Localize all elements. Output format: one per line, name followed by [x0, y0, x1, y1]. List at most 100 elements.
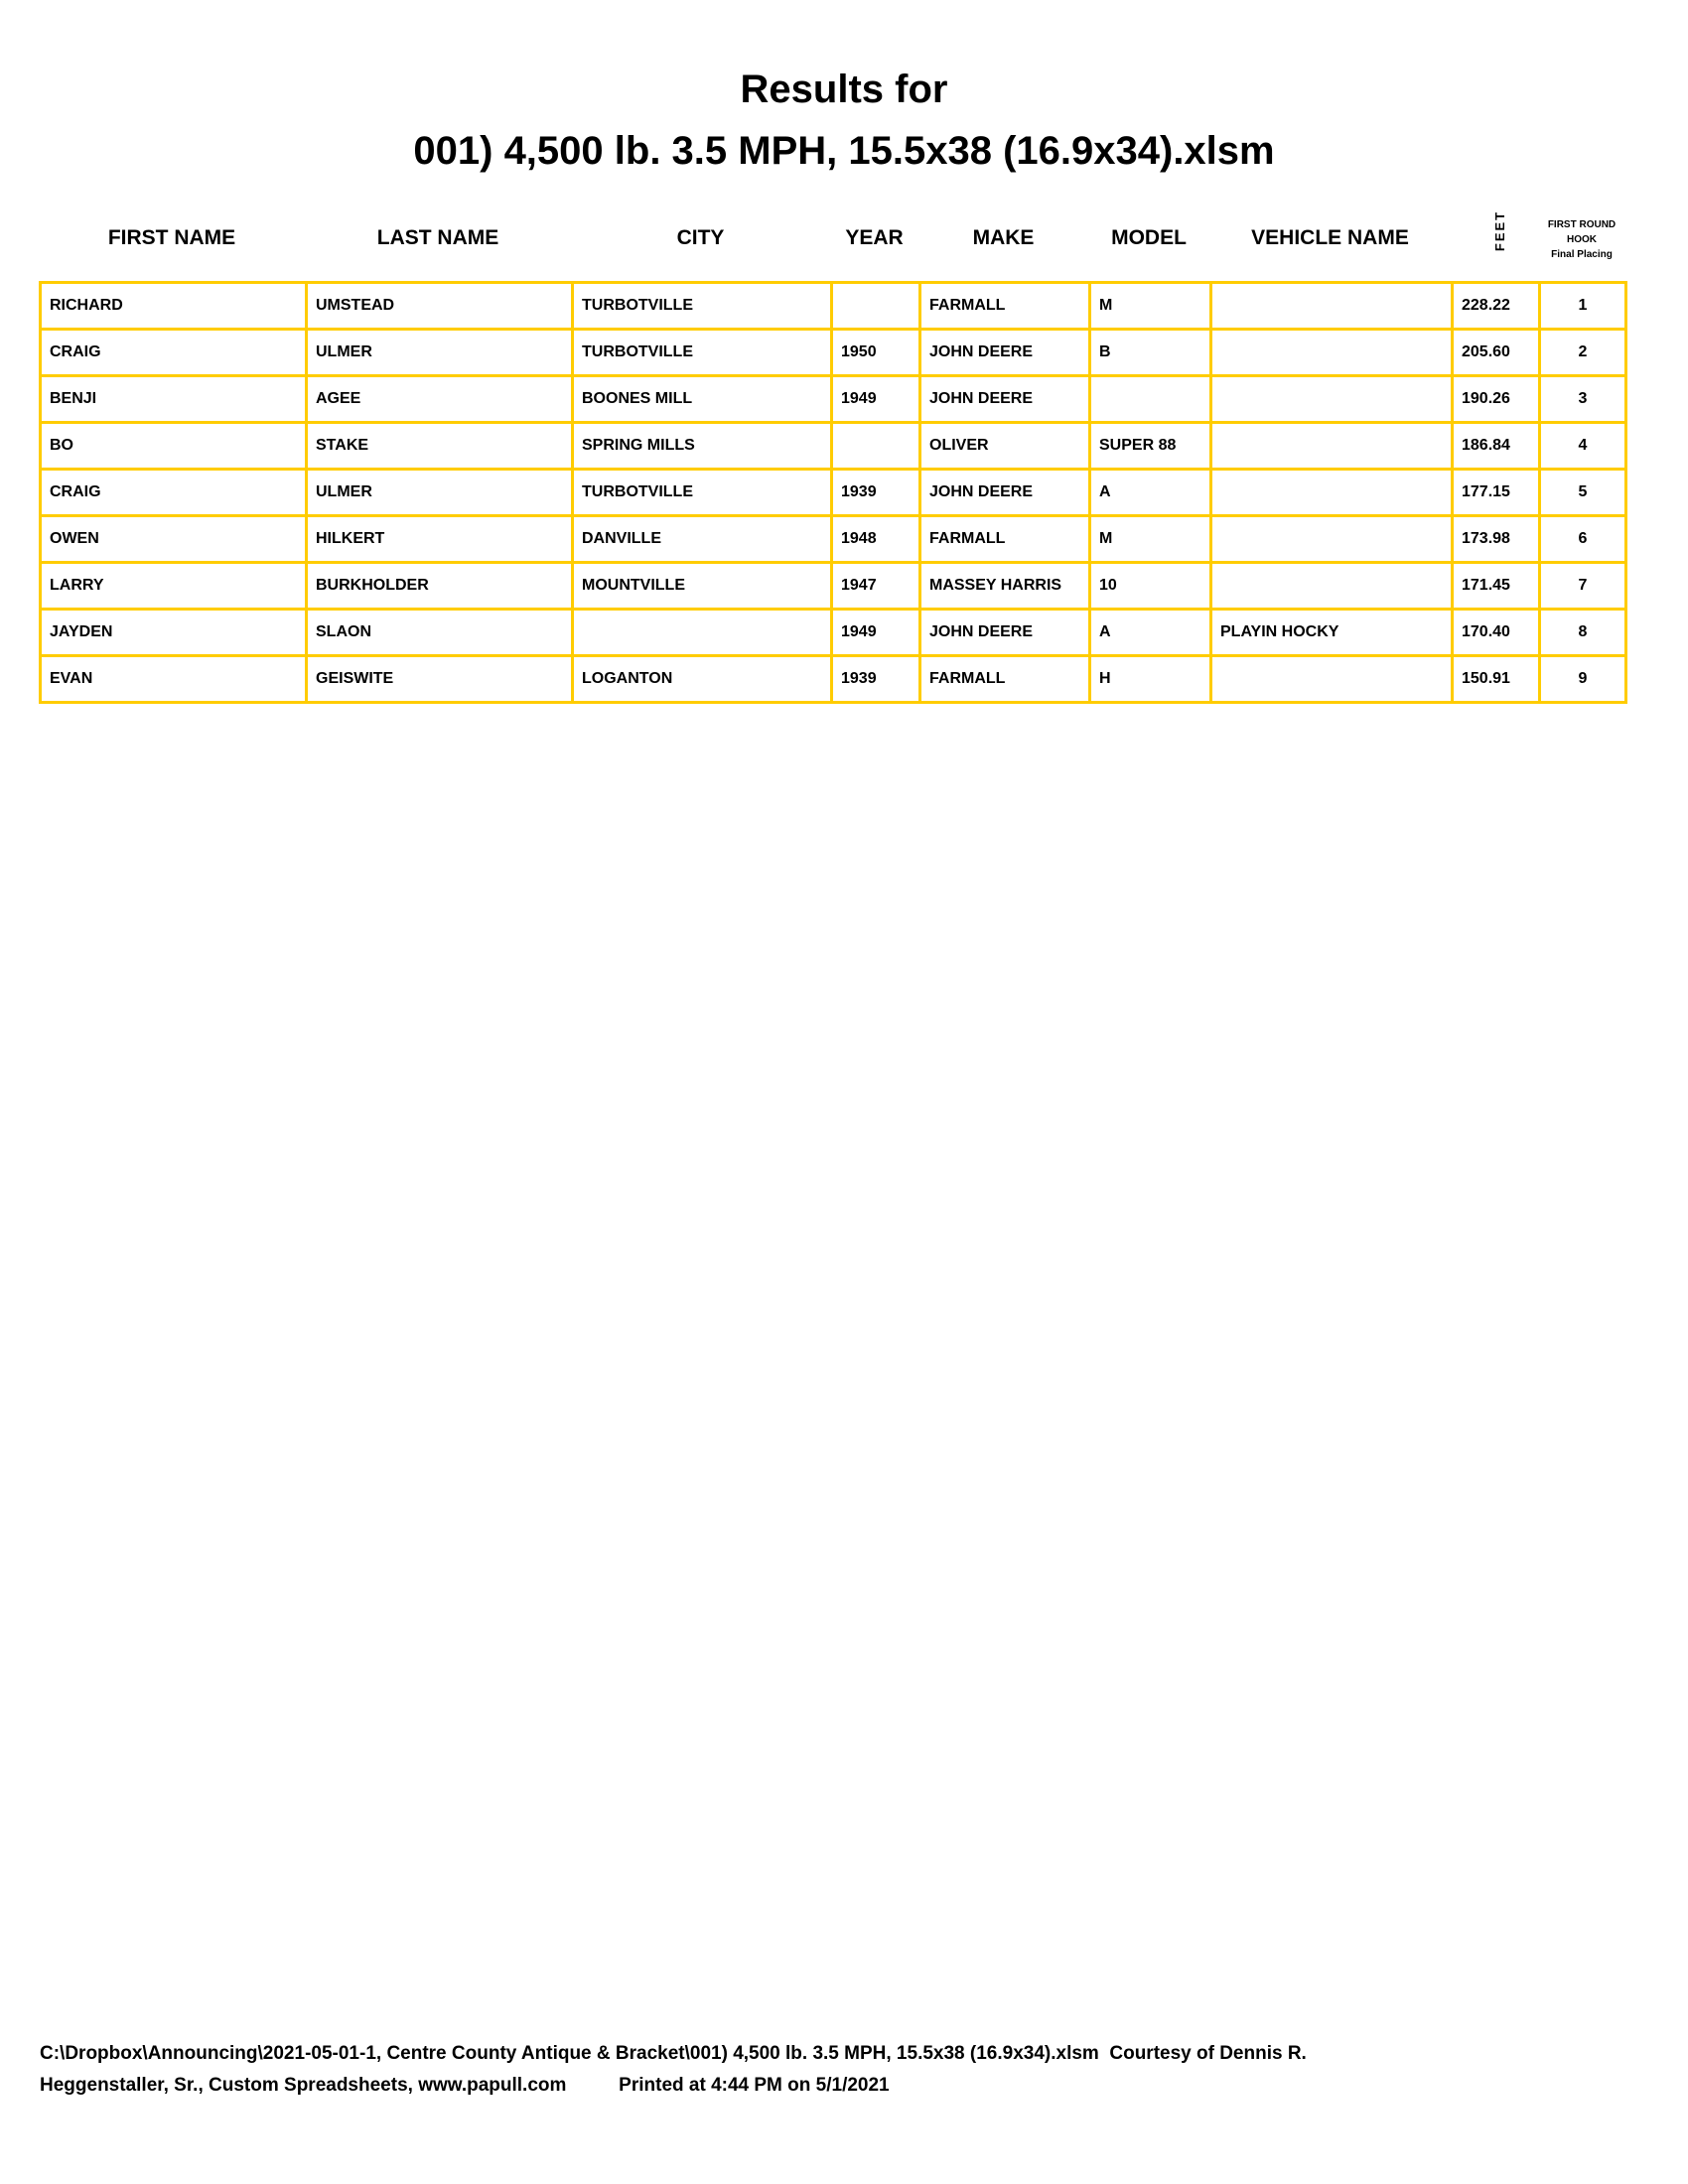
cell-make: JOHN DEERE [918, 468, 1091, 517]
cell-make: FARMALL [918, 514, 1091, 564]
cell-vehicle-name [1209, 654, 1454, 704]
cell-year: 1948 [830, 514, 921, 564]
cell-placing: 8 [1538, 608, 1627, 657]
footer-line-1: C:\Dropbox\Announcing\2021-05-01-1, Cent… [40, 2043, 1307, 2064]
cell-year: 1939 [830, 654, 921, 704]
table-row: JAYDEN SLAON 1949 JOHN DEERE A PLAYIN HOCKY 17… [39, 608, 1627, 657]
table-row: RICHARD UMSTEAD TURBOTVILLE FARMALL M 228.22 1 [39, 281, 1627, 331]
cell-model: M [1088, 281, 1212, 331]
cell-city: LOGANTON [571, 654, 833, 704]
cell-first-name: BO [39, 421, 308, 471]
cell-feet: 228.22 [1451, 281, 1541, 331]
cell-year: 1949 [830, 608, 921, 657]
header-year: YEAR [845, 226, 904, 249]
header-feet: FEET [1492, 209, 1508, 252]
cell-last-name: AGEE [305, 374, 574, 424]
cell-vehicle-name: PLAYIN HOCKY [1209, 608, 1454, 657]
cell-last-name: HILKERT [305, 514, 574, 564]
cell-placing: 2 [1538, 328, 1627, 377]
cell-make: FARMALL [918, 654, 1091, 704]
header-first-round-line3: Final Placing [1551, 249, 1613, 260]
cell-feet: 205.60 [1451, 328, 1541, 377]
cell-make: MASSEY HARRIS [918, 561, 1091, 611]
header-first-round: FIRST ROUND HOOK Final Placing [1541, 217, 1622, 262]
header-city: CITY [676, 226, 725, 249]
cell-first-name: LARRY [39, 561, 308, 611]
cell-last-name: ULMER [305, 468, 574, 517]
cell-vehicle-name [1209, 374, 1454, 424]
cell-placing: 6 [1538, 514, 1627, 564]
cell-city: TURBOTVILLE [571, 468, 833, 517]
header-first-round-line2: HOOK [1567, 234, 1597, 245]
cell-first-name: JAYDEN [39, 608, 308, 657]
cell-model: A [1088, 468, 1212, 517]
cell-year: 1939 [830, 468, 921, 517]
cell-city: TURBOTVILLE [571, 281, 833, 331]
cell-model: M [1088, 514, 1212, 564]
cell-feet: 177.15 [1451, 468, 1541, 517]
cell-feet: 186.84 [1451, 421, 1541, 471]
cell-model: A [1088, 608, 1212, 657]
cell-model: B [1088, 328, 1212, 377]
table-row: EVAN GEISWITE LOGANTON 1939 FARMALL H 150.91 9 [39, 654, 1627, 704]
cell-city: DANVILLE [571, 514, 833, 564]
cell-make: OLIVER [918, 421, 1091, 471]
header-first-round-line1: FIRST ROUND [1547, 219, 1617, 230]
cell-year [830, 421, 921, 471]
cell-first-name: CRAIG [39, 468, 308, 517]
title-line-1: Results for [740, 68, 948, 111]
cell-placing: 9 [1538, 654, 1627, 704]
cell-first-name: EVAN [39, 654, 308, 704]
cell-last-name: STAKE [305, 421, 574, 471]
cell-last-name: UMSTEAD [305, 281, 574, 331]
cell-model: 10 [1088, 561, 1212, 611]
cell-city: MOUNTVILLE [571, 561, 833, 611]
cell-vehicle-name [1209, 468, 1454, 517]
cell-placing: 3 [1538, 374, 1627, 424]
cell-placing: 1 [1538, 281, 1627, 331]
cell-feet: 170.40 [1451, 608, 1541, 657]
table-row: BENJI AGEE BOONES MILL 1949 JOHN DEERE 190.26… [39, 374, 1627, 424]
cell-city [571, 608, 833, 657]
header-vehicle-name: VEHICLE NAME [1251, 226, 1409, 249]
cell-last-name: BURKHOLDER [305, 561, 574, 611]
cell-vehicle-name [1209, 514, 1454, 564]
cell-first-name: RICHARD [39, 281, 308, 331]
cell-city: SPRING MILLS [571, 421, 833, 471]
cell-placing: 5 [1538, 468, 1627, 517]
cell-make: JOHN DEERE [918, 374, 1091, 424]
cell-feet: 150.91 [1451, 654, 1541, 704]
cell-city: TURBOTVILLE [571, 328, 833, 377]
cell-feet: 173.98 [1451, 514, 1541, 564]
cell-model: H [1088, 654, 1212, 704]
cell-year: 1947 [830, 561, 921, 611]
cell-year: 1950 [830, 328, 921, 377]
table-row: LARRY BURKHOLDER MOUNTVILLE 1947 MASSEY HARR… [39, 561, 1627, 611]
cell-last-name: SLAON [305, 608, 574, 657]
table-row: BO STAKE SPRING MILLS OLIVER SUPER 88 186.84 4 [39, 421, 1627, 471]
cell-model: SUPER 88 [1088, 421, 1212, 471]
cell-last-name: GEISWITE [305, 654, 574, 704]
cell-vehicle-name [1209, 328, 1454, 377]
table-row: CRAIG ULMER TURBOTVILLE 1950 JOHN DEERE B 205.… [39, 328, 1627, 377]
cell-feet: 190.26 [1451, 374, 1541, 424]
header-make: MAKE [972, 226, 1035, 249]
cell-last-name: ULMER [305, 328, 574, 377]
header-last-name: LAST NAME [376, 226, 499, 249]
cell-placing: 4 [1538, 421, 1627, 471]
cell-first-name: OWEN [39, 514, 308, 564]
cell-first-name: CRAIG [39, 328, 308, 377]
cell-make: JOHN DEERE [918, 328, 1091, 377]
results-table: RICHARD UMSTEAD TURBOTVILLE FARMALL M 228.22 1… [39, 281, 1627, 704]
cell-vehicle-name [1209, 281, 1454, 331]
cell-vehicle-name [1209, 421, 1454, 471]
title-line-2: 001) 4,500 lb. 3.5 MPH, 15.5x38 (16.9x34… [413, 129, 1275, 173]
header-model: MODEL [1111, 226, 1187, 249]
cell-year [830, 281, 921, 331]
cell-vehicle-name [1209, 561, 1454, 611]
cell-placing: 7 [1538, 561, 1627, 611]
cell-make: JOHN DEERE [918, 608, 1091, 657]
cell-feet: 171.45 [1451, 561, 1541, 611]
cell-year: 1949 [830, 374, 921, 424]
